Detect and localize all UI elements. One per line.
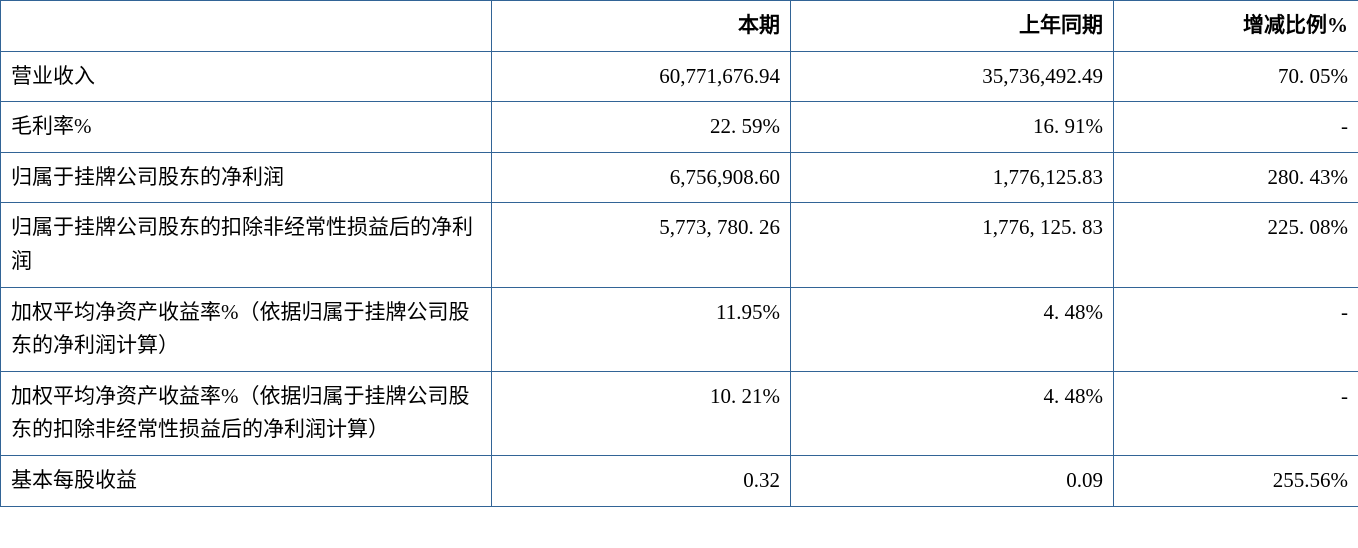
- row-change: -: [1114, 102, 1358, 153]
- table-header-row: 本期 上年同期 增减比例%: [1, 1, 1358, 52]
- row-current: 0.32: [492, 455, 791, 506]
- row-current: 5,773, 780. 26: [492, 203, 791, 287]
- header-prior-period: 上年同期: [791, 1, 1114, 52]
- row-prior: 0.09: [791, 455, 1114, 506]
- header-change-ratio: 增减比例%: [1114, 1, 1358, 52]
- table-row: 归属于挂牌公司股东的净利润 6,756,908.60 1,776,125.83 …: [1, 152, 1358, 203]
- row-current: 6,756,908.60: [492, 152, 791, 203]
- table-row: 毛利率% 22. 59% 16. 91% -: [1, 102, 1358, 153]
- row-change: 70. 05%: [1114, 51, 1358, 102]
- row-prior: 4. 48%: [791, 371, 1114, 455]
- row-label: 归属于挂牌公司股东的净利润: [1, 152, 492, 203]
- row-change: 280. 43%: [1114, 152, 1358, 203]
- row-prior: 4. 48%: [791, 287, 1114, 371]
- row-prior: 35,736,492.49: [791, 51, 1114, 102]
- header-current-period: 本期: [492, 1, 791, 52]
- row-current: 11.95%: [492, 287, 791, 371]
- row-current: 60,771,676.94: [492, 51, 791, 102]
- row-prior: 1,776, 125. 83: [791, 203, 1114, 287]
- row-label: 归属于挂牌公司股东的扣除非经常性损益后的净利润: [1, 203, 492, 287]
- row-change: -: [1114, 371, 1358, 455]
- row-change: 225. 08%: [1114, 203, 1358, 287]
- table-row: 加权平均净资产收益率%（依据归属于挂牌公司股东的扣除非经常性损益后的净利润计算）…: [1, 371, 1358, 455]
- row-label: 加权平均净资产收益率%（依据归属于挂牌公司股东的扣除非经常性损益后的净利润计算）: [1, 371, 492, 455]
- row-label: 毛利率%: [1, 102, 492, 153]
- row-change: 255.56%: [1114, 455, 1358, 506]
- table-row: 归属于挂牌公司股东的扣除非经常性损益后的净利润 5,773, 780. 26 1…: [1, 203, 1358, 287]
- financial-table-container: 本期 上年同期 增减比例% 营业收入 60,771,676.94 35,736,…: [0, 0, 1358, 507]
- table-row: 营业收入 60,771,676.94 35,736,492.49 70. 05%: [1, 51, 1358, 102]
- row-label: 加权平均净资产收益率%（依据归属于挂牌公司股东的净利润计算）: [1, 287, 492, 371]
- row-label: 基本每股收益: [1, 455, 492, 506]
- row-prior: 16. 91%: [791, 102, 1114, 153]
- row-current: 22. 59%: [492, 102, 791, 153]
- header-label: [1, 1, 492, 52]
- row-current: 10. 21%: [492, 371, 791, 455]
- row-change: -: [1114, 287, 1358, 371]
- row-label: 营业收入: [1, 51, 492, 102]
- table-row: 加权平均净资产收益率%（依据归属于挂牌公司股东的净利润计算） 11.95% 4.…: [1, 287, 1358, 371]
- row-prior: 1,776,125.83: [791, 152, 1114, 203]
- table-row: 基本每股收益 0.32 0.09 255.56%: [1, 455, 1358, 506]
- financial-table: 本期 上年同期 增减比例% 营业收入 60,771,676.94 35,736,…: [0, 0, 1358, 507]
